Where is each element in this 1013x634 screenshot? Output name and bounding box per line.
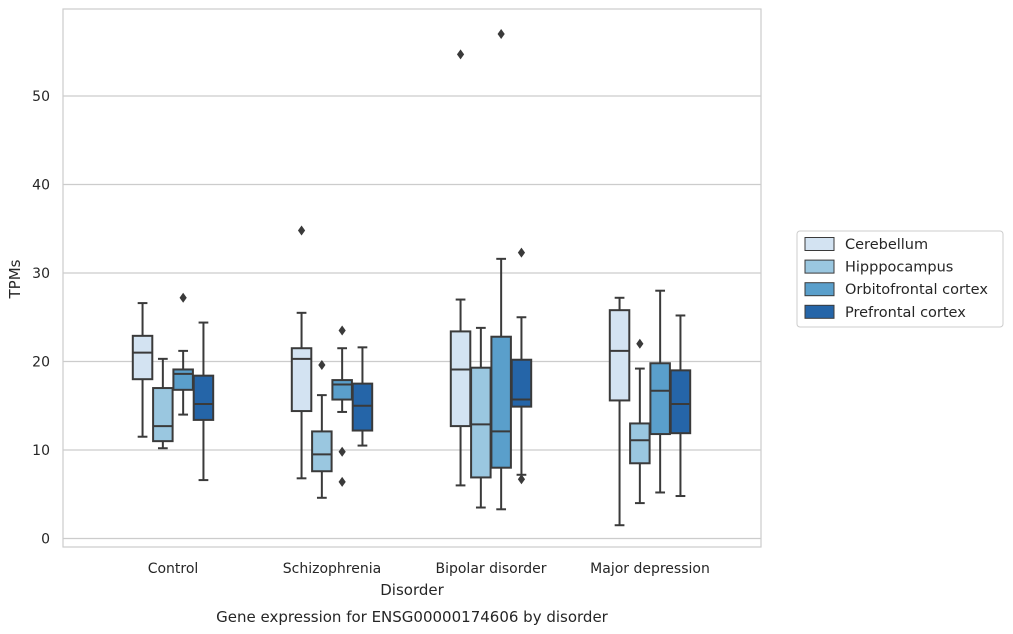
grid-lines: [63, 95, 761, 540]
box-hipppocampus-3: [629, 338, 651, 505]
outlier-point: [179, 292, 187, 303]
box-iqr: [449, 330, 472, 428]
y-tick-label: 0: [41, 532, 50, 548]
box-hipppocampus-0: [152, 357, 174, 450]
y-tick-label: 10: [32, 443, 50, 459]
box-iqr: [351, 382, 374, 432]
box-iqr: [649, 362, 671, 436]
plot-frame: [62, 8, 762, 548]
y-tick-label: 30: [32, 266, 50, 282]
outlier-point: [338, 476, 346, 487]
y-axis-title: TPMs: [6, 259, 24, 299]
y-tick-labels: 0 10 20 30 40 50: [32, 89, 50, 548]
legend: Cerebellum Hipppocampus Orbitofrontal cort…: [796, 230, 1004, 328]
legend-label: Cerebellum: [845, 237, 928, 253]
box-iqr: [669, 369, 692, 435]
legend-swatch: [804, 304, 835, 319]
y-tick-label: 40: [32, 178, 50, 194]
legend-swatch: [804, 237, 835, 251]
outlier-point: [338, 446, 346, 457]
box-iqr: [290, 347, 313, 413]
outlier-point: [517, 474, 526, 485]
box-cerebellum-0: [131, 302, 154, 438]
box-iqr: [311, 430, 333, 473]
box-cerebellum-2: [449, 49, 472, 487]
box-iqr: [510, 358, 533, 408]
box-hipppocampus-1: [311, 360, 333, 499]
box-iqr: [608, 309, 631, 402]
outlier-point: [338, 325, 346, 336]
box-cerebellum-1: [290, 225, 313, 480]
box-iqr: [172, 368, 194, 391]
box-iqr: [629, 422, 651, 465]
legend-label: Orbitofrontal cortex: [845, 282, 988, 298]
box-iqr: [152, 387, 174, 443]
outlier-point: [318, 360, 326, 371]
legend-swatch: [804, 259, 835, 274]
outlier-point: [456, 49, 465, 60]
outlier-point: [636, 338, 644, 349]
legend-label: Prefrontal cortex: [845, 305, 966, 321]
box-iqr: [331, 379, 353, 401]
chart-caption: Gene expression for ENSG00000174606 by d…: [216, 608, 609, 626]
box-iqr: [490, 335, 512, 469]
legend-frame: [796, 230, 1004, 328]
legend-label: Hipppocampus: [845, 260, 953, 276]
box-prefrontal-cortex-0: [192, 321, 215, 482]
x-tick-label: Schizophrenia: [283, 561, 381, 577]
box-iqr: [192, 374, 215, 421]
box-plots: [131, 29, 692, 527]
outlier-point: [497, 29, 505, 40]
legend-swatch: [804, 282, 835, 297]
y-tick-label: 50: [32, 89, 50, 105]
box-iqr: [470, 366, 492, 479]
x-tick-label: Major depression: [590, 561, 710, 577]
box-prefrontal-cortex-3: [669, 314, 692, 498]
box-orbitofrontal-cortex-3: [649, 289, 671, 494]
outlier-point: [297, 225, 306, 236]
box-orbitofrontal-cortex-2: [490, 29, 512, 511]
box-hipppocampus-2: [470, 326, 492, 509]
x-tick-labels: Control Schizophrenia Bipolar disorder Majo…: [148, 561, 710, 577]
box-cerebellum-3: [608, 296, 631, 527]
box-prefrontal-cortex-1: [351, 346, 374, 447]
y-tick-label: 20: [32, 355, 50, 371]
box-iqr: [131, 334, 154, 381]
box-orbitofrontal-cortex-1: [331, 325, 353, 487]
box-prefrontal-cortex-2: [510, 247, 533, 485]
x-tick-label: Bipolar disorder: [435, 561, 546, 577]
box-orbitofrontal-cortex-0: [172, 292, 194, 416]
x-tick-label: Control: [148, 561, 199, 577]
outlier-point: [517, 247, 526, 258]
x-axis-title: Disorder: [380, 581, 444, 599]
